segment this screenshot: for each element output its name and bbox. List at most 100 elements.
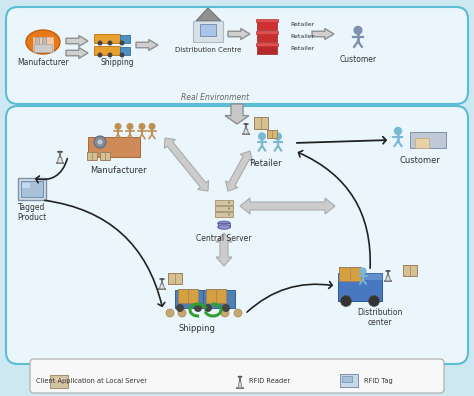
Bar [338, 273, 382, 301]
Bar [120, 34, 130, 42]
Bar [18, 178, 46, 200]
Polygon shape [312, 29, 334, 40]
Polygon shape [57, 157, 63, 163]
Text: Shipping: Shipping [179, 324, 216, 333]
FancyBboxPatch shape [6, 7, 468, 104]
Ellipse shape [218, 225, 230, 229]
Circle shape [354, 27, 362, 34]
Text: Central Server: Central Server [196, 234, 252, 243]
Bar [410, 132, 446, 148]
Circle shape [139, 124, 145, 129]
Circle shape [119, 53, 125, 57]
Bar [87, 152, 97, 160]
Circle shape [97, 139, 103, 145]
Bar [200, 24, 216, 36]
Ellipse shape [218, 221, 230, 226]
Text: Real Environment: Real Environment [181, 93, 249, 102]
Bar [50, 375, 68, 388]
Text: Retailer: Retailer [249, 159, 281, 168]
Text: Retailer: Retailer [290, 34, 314, 38]
Text: Customer: Customer [400, 156, 440, 165]
Text: Shipping: Shipping [100, 58, 134, 67]
Bar [403, 265, 417, 276]
Circle shape [360, 268, 366, 274]
Circle shape [178, 309, 186, 317]
Text: Retailer: Retailer [290, 21, 314, 27]
Circle shape [119, 40, 125, 46]
Text: Distribution Centre: Distribution Centre [175, 47, 241, 53]
FancyBboxPatch shape [6, 106, 468, 364]
Text: Manufacturer: Manufacturer [90, 166, 146, 175]
Text: Distribution
center: Distribution center [357, 308, 403, 327]
Polygon shape [216, 233, 232, 266]
Circle shape [98, 53, 102, 57]
Bar [257, 45, 277, 54]
Polygon shape [66, 48, 88, 59]
Text: Customer: Customer [339, 55, 376, 64]
Bar [203, 290, 235, 308]
Circle shape [222, 304, 230, 312]
Bar [34, 44, 52, 52]
Circle shape [259, 133, 265, 140]
Bar [256, 42, 278, 46]
Bar [415, 138, 429, 148]
Bar [340, 374, 358, 387]
Polygon shape [164, 138, 209, 191]
Circle shape [228, 202, 230, 204]
Text: RFID Reader: RFID Reader [249, 378, 291, 384]
Bar [267, 130, 277, 138]
Bar [215, 211, 233, 217]
Bar [88, 137, 140, 157]
Polygon shape [136, 40, 158, 51]
Polygon shape [196, 8, 221, 21]
Bar [338, 273, 382, 280]
Circle shape [228, 213, 230, 215]
Text: Tagged
Product: Tagged Product [18, 203, 46, 223]
Circle shape [204, 304, 212, 312]
Circle shape [108, 40, 112, 46]
Bar [257, 21, 277, 30]
Text: Manufacturer: Manufacturer [17, 58, 69, 67]
Circle shape [234, 309, 242, 317]
Bar [215, 206, 233, 211]
Circle shape [228, 208, 230, 209]
Polygon shape [159, 284, 164, 289]
Polygon shape [66, 36, 88, 46]
Bar [120, 46, 130, 55]
Circle shape [340, 295, 352, 307]
Polygon shape [240, 198, 335, 214]
Ellipse shape [26, 30, 60, 54]
Bar [342, 376, 352, 382]
Circle shape [149, 124, 155, 129]
Circle shape [221, 309, 229, 317]
Circle shape [368, 295, 380, 307]
Polygon shape [225, 104, 249, 124]
Bar [94, 46, 120, 55]
Circle shape [394, 128, 401, 135]
Bar [33, 37, 53, 51]
Bar [206, 289, 226, 303]
Bar [218, 223, 230, 227]
Text: Client Application at Local Server: Client Application at Local Server [36, 378, 147, 384]
Bar [175, 290, 207, 308]
Circle shape [127, 124, 133, 129]
Bar [42, 37, 46, 44]
Bar [21, 181, 43, 197]
Circle shape [98, 40, 102, 46]
Bar [94, 34, 120, 43]
Bar [339, 267, 361, 281]
Circle shape [176, 304, 184, 312]
Polygon shape [228, 29, 250, 40]
Bar [215, 200, 233, 205]
Circle shape [115, 124, 121, 129]
Bar [257, 33, 277, 42]
Bar [100, 152, 110, 160]
Bar [193, 21, 223, 42]
Bar [256, 19, 278, 22]
Polygon shape [238, 382, 242, 388]
Bar [256, 30, 278, 34]
Bar [178, 289, 198, 303]
Bar [35, 37, 39, 44]
Circle shape [94, 136, 106, 148]
Text: Retailer: Retailer [290, 46, 314, 51]
